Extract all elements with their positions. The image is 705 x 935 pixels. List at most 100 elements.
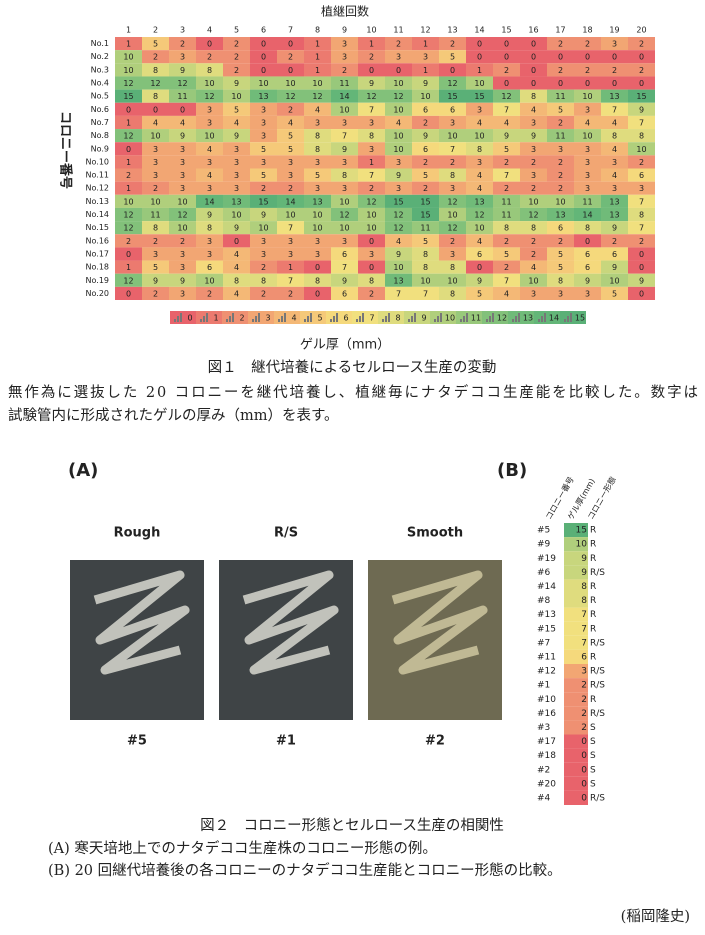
cell-value: 8 — [423, 250, 428, 259]
cell — [574, 89, 601, 103]
cell — [358, 37, 385, 51]
cell — [574, 50, 601, 64]
cell-value: 10 — [393, 132, 403, 141]
cell-value: 2 — [450, 158, 455, 167]
cell — [385, 37, 412, 51]
cell-value: 5 — [558, 250, 563, 259]
row-label: No.9 — [91, 144, 109, 153]
cell — [520, 194, 547, 208]
cell — [439, 129, 466, 143]
cell — [304, 260, 331, 274]
cell-value: 3 — [558, 145, 563, 154]
cell — [223, 247, 250, 261]
panel-label: (B) — [497, 460, 527, 481]
cell — [547, 247, 574, 261]
cell-value: 3 — [315, 237, 320, 246]
cell-value: 0 — [261, 66, 266, 75]
cell — [412, 89, 439, 103]
cell — [196, 181, 223, 195]
cell-value: 4 — [477, 237, 482, 246]
cell-value: 13 — [609, 197, 619, 206]
cell-value: 5 — [153, 263, 158, 272]
legend-label: 9 — [421, 314, 426, 323]
cell — [520, 286, 547, 300]
column-label: 5 — [234, 26, 239, 35]
legend-icon — [385, 316, 387, 322]
cell-value: 12 — [447, 79, 457, 88]
legend-icon — [515, 316, 517, 322]
colony-id: #2 — [537, 765, 550, 775]
cell — [142, 102, 169, 116]
cell-value: 3 — [261, 118, 266, 127]
cell — [628, 37, 655, 51]
cell — [196, 89, 223, 103]
cell — [466, 142, 493, 156]
cell-value: 12 — [447, 224, 457, 233]
cell-value: 15 — [447, 92, 457, 101]
colony-id: #3 — [537, 723, 550, 733]
cell-value: 6 — [342, 250, 347, 259]
cell-value: 2 — [531, 158, 536, 167]
cell-value: 3 — [396, 158, 401, 167]
cell — [250, 115, 277, 130]
cell — [574, 102, 601, 116]
cell — [196, 273, 223, 287]
cell — [115, 50, 142, 64]
cell — [304, 37, 331, 51]
cell — [601, 260, 628, 274]
cell — [412, 50, 439, 64]
cell — [277, 181, 304, 195]
description: (A) 寒天培地上でのナタデココ生産株のコロニー形態の例。 — [48, 839, 437, 857]
cell — [601, 102, 628, 116]
cell-value: 12 — [177, 79, 187, 88]
cell — [547, 234, 574, 248]
cell-value: 1 — [126, 263, 131, 272]
cell — [223, 286, 250, 300]
photo-title: Rough — [114, 526, 161, 541]
cell — [142, 89, 169, 103]
cell-value: 8 — [531, 92, 536, 101]
value-cell — [564, 537, 588, 552]
cell — [331, 194, 358, 208]
legend-icon — [310, 313, 312, 322]
cell — [520, 181, 547, 195]
cell — [196, 76, 223, 90]
cell-value: 10 — [582, 92, 592, 101]
cell-value: 5 — [288, 132, 293, 141]
cell-value: 7 — [450, 145, 455, 154]
cell-value: 0 — [639, 263, 644, 272]
value: 0 — [581, 751, 587, 761]
column-label: 4 — [207, 26, 212, 35]
form: R — [590, 652, 596, 662]
cell — [493, 115, 520, 130]
cell-value: 8 — [369, 276, 374, 285]
cell — [493, 142, 520, 156]
cell — [277, 76, 304, 90]
legend-icon — [200, 319, 202, 322]
cell — [493, 286, 520, 300]
cell — [628, 181, 655, 195]
cell — [304, 76, 331, 90]
cell — [358, 129, 385, 143]
cell — [142, 50, 169, 64]
cell — [574, 168, 601, 182]
cell-value: 10 — [447, 211, 457, 220]
cell-value: 11 — [420, 224, 430, 233]
cell-value: 3 — [450, 118, 455, 127]
cell — [574, 63, 601, 77]
column-label: 8 — [315, 26, 320, 35]
cell-value: 9 — [180, 276, 185, 285]
cell — [250, 50, 277, 64]
cell-value: 3 — [315, 250, 320, 259]
cell-value: 4 — [504, 118, 509, 127]
cell-value: 2 — [261, 263, 266, 272]
legend-icon — [252, 319, 254, 322]
cell — [412, 221, 439, 235]
cell-value: 0 — [126, 105, 131, 114]
cell — [385, 273, 412, 287]
cell — [547, 129, 574, 143]
cell-value: 5 — [504, 250, 509, 259]
cell-value: 2 — [153, 289, 158, 298]
cell-value: 12 — [393, 211, 403, 220]
cell — [142, 76, 169, 90]
